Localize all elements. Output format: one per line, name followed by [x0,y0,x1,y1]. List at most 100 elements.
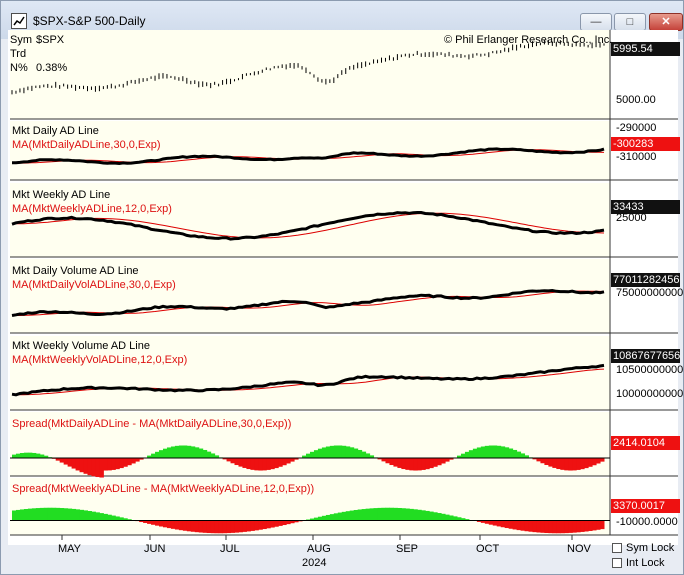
spread-daily-bar [512,449,518,458]
spread-daily-bar [385,458,390,464]
spread-weekly-bar [409,508,414,521]
sym-lock-label: Sym Lock [626,542,675,554]
spread-daily-bar [504,447,510,458]
spread-daily-bar [246,458,251,470]
spread-daily-bar [548,458,553,467]
month-jul: JUL [220,543,240,555]
spread-weekly-bar [278,520,283,526]
minimize-button[interactable]: — [580,13,612,31]
spread-weekly-bar [552,520,557,534]
spread-weekly-bar [99,513,104,521]
spread-daily-bar [592,458,597,466]
spread-daily-bar [139,458,144,460]
pane-ma-weekly-vol-ad: MA(MktWeeklyVolADLine,12,0,Exp) [12,354,188,366]
spread-weekly-bar [572,520,577,533]
pane-ma-daily-vol-ad: MA(MktDailyVolADLine,30,0,Exp) [12,279,176,291]
trd-label: Trd [10,48,27,60]
spread-daily-bar [226,458,232,462]
spread-daily-bar [210,453,216,458]
spread-daily-bar [441,458,446,464]
copyright-text: © Phil Erlanger Research Co., Inc. [444,34,613,46]
spread-daily-bar [468,450,474,458]
spread-weekly-bar [588,520,593,531]
spread-daily-bar [600,458,605,462]
spread-daily-bar [15,453,21,458]
close-button[interactable]: ✕ [649,13,683,31]
spread-daily-bar [488,445,494,458]
spread-daily-bar [103,458,108,471]
spread-daily-bar [409,458,414,471]
spread-weekly-bar [313,517,319,521]
spread-daily-bar [63,458,69,465]
spread-weekly-bar [43,507,49,521]
int-lock-box[interactable] [612,558,622,568]
spread-daily-bar [27,452,33,458]
spread-weekly-bar [174,520,180,530]
sym-lock-checkbox[interactable]: Sym Lock [612,542,674,554]
spread-daily-bar [556,458,561,470]
spread-weekly-bar [238,520,243,533]
spread-daily-bar [186,445,192,458]
spread-weekly-bar [306,519,311,521]
month-aug: AUG [307,543,331,555]
spread-weekly-bar [194,520,200,533]
sym-label: Sym [10,34,32,46]
spread-daily-bar [162,448,168,458]
spread-daily-bar [170,446,176,458]
spread-daily-bar [572,458,577,471]
badge-spread-daily: 2414.0104 [611,436,680,450]
spread-daily-bar [290,458,295,462]
spread-daily-bar [107,458,112,471]
spread-weekly-bar [202,520,208,533]
pane-background-0 [10,30,610,119]
spread-weekly-bar [361,509,367,521]
sym-lock-box[interactable] [612,543,622,553]
spread-weekly-bar [294,520,299,523]
spread-weekly-bar [516,520,522,531]
spread-weekly-bar [353,509,359,521]
maximize-button[interactable]: □ [614,13,646,31]
spread-daily-bar [540,458,545,464]
spread-weekly-bar [246,520,251,532]
axis-daily-ad-top: -290000 [616,122,657,134]
spread-daily-bar [83,458,88,474]
spread-weekly-bar [560,520,565,534]
weekly-ad-ma-line [12,212,605,239]
spread-daily-bar [568,458,573,471]
badge-spread-weekly: 3370.0017 [611,499,680,513]
spread-weekly-bar [568,520,573,533]
spread-weekly-bar [512,520,518,530]
spread-daily-bar [333,445,339,458]
close-icon: ✕ [661,16,671,28]
spread-weekly-bar [369,508,375,521]
spread-weekly-bar [464,519,470,521]
chart-area[interactable] [8,30,678,545]
axis-price-5000: 5000.00 [616,94,656,106]
spread-weekly-bar [103,513,108,521]
daily-vol-ad-line [11,288,605,317]
month-nov: NOV [567,543,591,555]
spread-weekly-bar [317,516,323,521]
spread-weekly-bar [23,508,29,521]
spread-daily-bar [500,446,506,458]
spread-daily-bar [59,458,65,463]
spread-weekly-bar [182,520,188,531]
spread-daily-bar [369,455,375,458]
spread-weekly-bar [429,511,434,521]
spread-weekly-bar [127,519,132,521]
spread-daily-bar [516,451,522,458]
int-lock-checkbox[interactable]: Int Lock [612,557,665,569]
spread-daily-bar [381,458,386,462]
chart-canvas[interactable] [8,30,678,545]
spread-daily-bar [266,458,271,470]
year-label: 2024 [302,557,327,569]
spread-daily-bar [401,458,406,470]
spread-weekly-bar [325,514,331,521]
spread-weekly-bar [166,520,172,529]
spread-weekly-bar [309,518,315,521]
spread-daily-bar [496,445,502,458]
spread-weekly-bar [321,515,327,521]
spread-daily-bar [190,446,196,458]
spread-weekly-bar [373,508,379,521]
spread-daily-bar [508,448,514,458]
